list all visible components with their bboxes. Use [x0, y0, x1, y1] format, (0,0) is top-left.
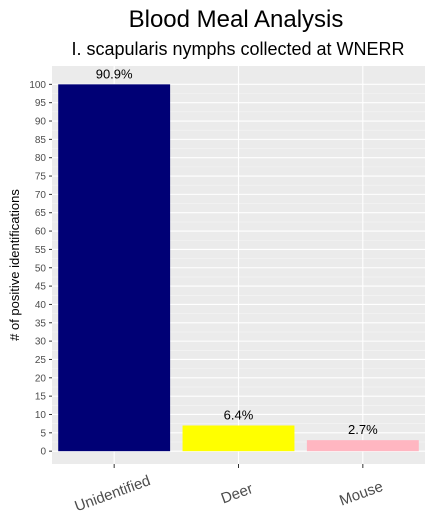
y-tick-label: 30 — [35, 337, 47, 348]
y-tick-label: 85 — [35, 135, 47, 146]
y-tick-label: 5 — [40, 428, 46, 439]
data-label: 2.7% — [348, 422, 378, 437]
y-tick-label: 55 — [35, 245, 47, 256]
y-tick-label: 20 — [35, 373, 47, 384]
y-tick-label: 40 — [35, 300, 47, 311]
x-tick-label: Deer — [219, 480, 255, 507]
y-tick-label: 45 — [35, 282, 47, 293]
y-tick-label: 65 — [35, 208, 47, 219]
y-tick-label: 75 — [35, 172, 47, 183]
y-tick-label: 15 — [35, 392, 47, 403]
y-axis: 0 5 10 15 20 25 30 35 40 45 50 55 60 65 70 75 80 85 90 95 10… — [29, 80, 52, 458]
x-tick-label: Unidentified — [72, 472, 152, 515]
y-tick-label: 0 — [40, 447, 46, 458]
y-tick-label: 100 — [29, 80, 46, 91]
bar-unidentified — [58, 84, 171, 452]
y-tick-label: 10 — [35, 410, 47, 421]
y-tick-label: 50 — [35, 263, 47, 274]
y-tick-label: 90 — [35, 117, 47, 128]
x-tick-label: Mouse — [337, 478, 385, 509]
bar-mouse — [306, 440, 419, 452]
chart-subtitle: I. scapularis nymphs collected at WNERR — [71, 39, 404, 59]
y-tick-label: 95 — [35, 98, 47, 109]
data-label: 6.4% — [224, 407, 254, 422]
y-tick-label: 35 — [35, 318, 47, 329]
chart-title: Blood Meal Analysis — [129, 6, 344, 33]
bars-layer — [58, 84, 419, 452]
y-tick-label: 25 — [35, 355, 47, 366]
bar-deer — [182, 425, 295, 452]
x-axis: Unidentified Deer Mouse — [72, 464, 385, 515]
y-tick-label: 60 — [35, 227, 47, 238]
y-tick-label: 80 — [35, 153, 47, 164]
data-label: 90.9% — [96, 66, 133, 81]
data-labels-layer: 90.9% 6.4% 2.7% — [96, 66, 378, 437]
y-tick-label: 70 — [35, 190, 47, 201]
y-axis-title: # of positive identifications — [7, 189, 22, 341]
